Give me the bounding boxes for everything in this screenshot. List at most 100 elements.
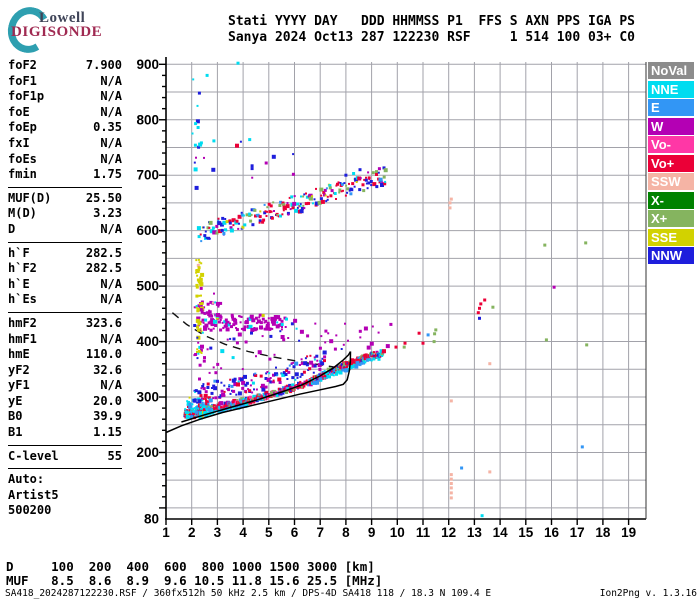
echo-point xyxy=(274,319,277,321)
echo-point xyxy=(267,202,271,206)
echo-point xyxy=(226,325,229,328)
echo-point xyxy=(257,350,262,355)
echo-point xyxy=(200,398,204,402)
echo-point xyxy=(337,368,340,370)
echo-point xyxy=(299,209,304,214)
echo-point xyxy=(278,317,282,321)
echo-point xyxy=(251,318,256,323)
echo-point xyxy=(208,309,211,312)
echo-point xyxy=(186,411,189,415)
echo-point xyxy=(235,341,239,345)
echo-point xyxy=(331,370,334,373)
echo-point xyxy=(303,380,306,383)
echo-point xyxy=(381,355,384,357)
echo-point xyxy=(219,301,223,305)
parameter-label: Artist5 xyxy=(8,487,59,502)
echo-point xyxy=(326,374,330,378)
echo-point xyxy=(359,177,362,180)
parameter-row: B1 1.15 xyxy=(8,425,122,441)
echo-point xyxy=(223,324,227,328)
parameter-row: 500200 xyxy=(8,503,122,519)
echo-point xyxy=(279,323,282,325)
echo-point xyxy=(298,339,301,342)
echo-point xyxy=(296,206,299,209)
legend-item-e: E xyxy=(648,99,694,116)
echo-point xyxy=(335,184,338,187)
header-station-values: Sanya 2024 Oct13 287 122230 RSF 1 514 10… xyxy=(228,30,635,45)
echo-point xyxy=(234,321,238,325)
echo-point xyxy=(264,161,268,165)
echo-point xyxy=(236,382,240,387)
echo-point xyxy=(363,326,368,331)
echo-point xyxy=(217,305,220,308)
legend-item-w: W xyxy=(648,117,694,135)
echo-point xyxy=(195,283,199,287)
echo-point xyxy=(336,182,339,186)
echo-point xyxy=(259,210,262,213)
echo-point xyxy=(205,73,209,77)
y-tick-label: 400 xyxy=(136,334,159,349)
echo-point xyxy=(197,328,200,332)
echo-point xyxy=(219,401,224,406)
echo-point xyxy=(285,204,290,209)
echo-point xyxy=(315,377,320,382)
echo-point xyxy=(199,233,202,236)
echo-point xyxy=(279,388,282,391)
echo-point xyxy=(203,306,206,309)
echo-point xyxy=(198,322,202,325)
echo-point xyxy=(403,341,407,345)
echo-point xyxy=(300,206,304,210)
echo-point xyxy=(303,361,308,366)
echo-point xyxy=(248,138,252,142)
echo-point xyxy=(185,414,190,419)
echo-point xyxy=(206,382,210,386)
parameter-row: foEs N/A xyxy=(8,152,122,168)
echo-point xyxy=(259,374,263,378)
echo-point xyxy=(256,214,260,218)
parameter-label: h`Es xyxy=(8,292,37,307)
echo-point xyxy=(250,331,253,335)
parameter-value: 1.75 xyxy=(93,167,122,182)
parameter-row: h`F2 282.5 xyxy=(8,261,122,277)
echo-point xyxy=(275,391,278,394)
echo-point xyxy=(294,372,299,377)
parameter-value: N/A xyxy=(100,331,122,346)
echo-point xyxy=(232,323,236,327)
echo-point xyxy=(352,364,356,368)
echo-point xyxy=(317,200,322,205)
echo-point xyxy=(192,398,197,403)
echo-point xyxy=(366,345,371,350)
echo-point xyxy=(208,406,211,409)
parameter-label: hmE xyxy=(8,347,30,362)
echo-point xyxy=(229,322,231,325)
echo-point xyxy=(221,216,225,220)
echo-point xyxy=(584,241,588,245)
echo-point xyxy=(218,396,221,398)
echo-point xyxy=(240,213,244,217)
echo-point xyxy=(218,229,223,234)
echo-point xyxy=(254,374,258,377)
parameter-label: foEp xyxy=(8,120,37,135)
echo-point xyxy=(209,346,213,350)
echo-point xyxy=(483,298,487,302)
echo-point xyxy=(196,348,199,351)
x-tick-label: 18 xyxy=(595,525,611,540)
echo-point xyxy=(327,332,330,335)
echo-point xyxy=(217,217,220,220)
echo-point xyxy=(199,348,203,352)
echo-point xyxy=(279,214,282,218)
echo-point xyxy=(308,367,312,371)
echo-point xyxy=(266,321,270,325)
echo-point xyxy=(188,402,193,407)
echo-point xyxy=(324,341,327,344)
legend-item-vo: Vo- xyxy=(648,136,694,153)
echo-point xyxy=(199,403,203,407)
echo-point xyxy=(368,358,371,361)
x-tick-label: 15 xyxy=(518,525,534,540)
panel-divider xyxy=(8,444,122,446)
parameter-value: 282.5 xyxy=(85,261,122,276)
x-tick-label: 7 xyxy=(316,525,324,540)
echo-point xyxy=(384,180,387,183)
parameter-value: N/A xyxy=(100,135,122,150)
